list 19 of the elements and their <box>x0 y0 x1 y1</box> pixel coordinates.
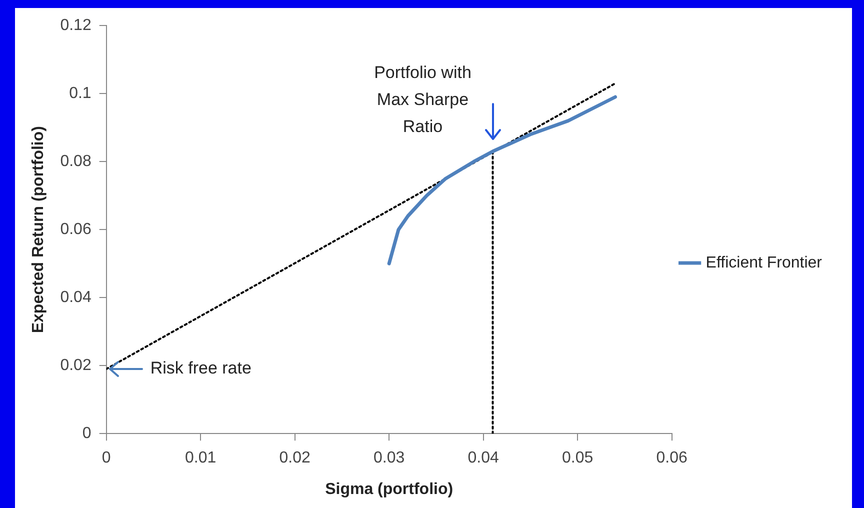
annotation: Portfolio with Max Sharpe Ratio <box>374 63 472 136</box>
y-tick-label: 0 <box>82 425 92 442</box>
y-tick-label: 0.04 <box>60 289 92 306</box>
x-tick-label: 0.03 <box>374 450 405 467</box>
y-tick-label: 0.1 <box>69 85 92 102</box>
y-tick-label: 0.02 <box>60 357 92 374</box>
x-tick-label: 0.04 <box>468 450 499 467</box>
x-tick-label: 0.06 <box>656 450 688 467</box>
x-tick-label: 0.05 <box>562 450 594 467</box>
y-tick-label: 0.06 <box>60 221 92 238</box>
x-axis-title: Sigma (portfolio) <box>325 480 454 498</box>
y-tick-label: 0.08 <box>60 153 92 170</box>
x-tick-label: 0.02 <box>279 450 310 467</box>
x-tick-label: 0.01 <box>185 450 216 467</box>
annotation: Risk free rate <box>150 358 252 378</box>
y-axis-title: Expected Return (portfolio) <box>30 126 48 334</box>
x-tick-label: 0 <box>102 450 111 467</box>
legend-label: Efficient Frontier <box>706 254 823 272</box>
y-tick-label: 0.12 <box>60 17 92 34</box>
